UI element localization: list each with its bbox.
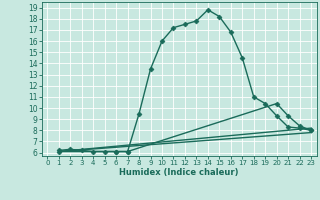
X-axis label: Humidex (Indice chaleur): Humidex (Indice chaleur) bbox=[119, 168, 239, 177]
